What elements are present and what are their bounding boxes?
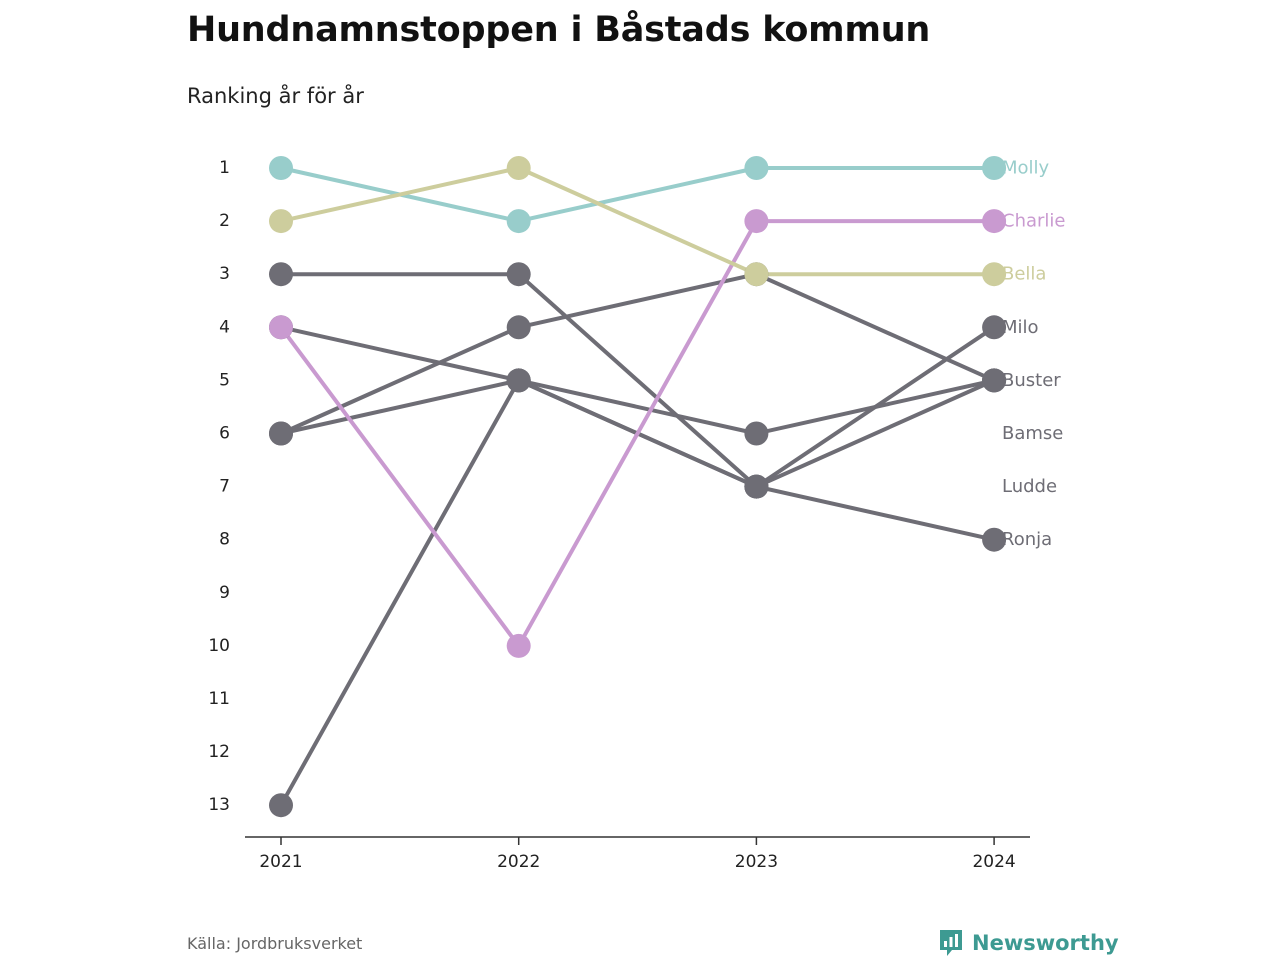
series-lines-highlight	[279, 166, 997, 648]
y-tick-label-9: 9	[219, 583, 230, 603]
point-molly-2023	[744, 156, 769, 180]
brand-name: Newsworthy	[972, 931, 1119, 955]
y-tick-label-1: 1	[219, 158, 230, 178]
point-ronja-2022	[506, 368, 531, 393]
point-bella-2024	[982, 262, 1007, 287]
point-molly-2021	[269, 156, 293, 180]
chart-title: Hundnamnstoppen i Båstads kommun	[187, 10, 931, 50]
series-lines-gray	[279, 272, 997, 808]
y-tick-label-8: 8	[219, 530, 230, 550]
y-tick-label-12: 12	[208, 742, 230, 762]
point-molly-2022	[506, 209, 531, 234]
y-tick-label-5: 5	[219, 370, 230, 390]
x-axis-ticks: 2021 2022 2023 2024	[259, 837, 1016, 872]
end-label-buster: Buster	[1002, 370, 1061, 391]
y-tick-label-13: 13	[208, 795, 230, 815]
series-line-molly	[279, 166, 997, 224]
end-label-ludde: Ludde	[1002, 476, 1057, 497]
x-tick-label-2023: 2023	[735, 852, 778, 872]
point-milo-2024	[982, 315, 1007, 340]
point-charlie-2021	[269, 315, 293, 340]
newsworthy-logo-icon	[940, 930, 962, 956]
point-ludde-2023	[744, 421, 769, 446]
end-label-charlie: Charlie	[1002, 211, 1065, 232]
point-bamse-2021	[269, 262, 293, 287]
y-tick-label-11: 11	[208, 689, 230, 709]
end-label-milo: Milo	[1002, 317, 1039, 338]
y-tick-label-10: 10	[208, 636, 230, 656]
point-ronja-2023	[744, 474, 769, 499]
point-milo-2021	[269, 793, 293, 818]
x-tick-label-2021: 2021	[259, 852, 302, 872]
series-line-bamse	[279, 272, 997, 489]
end-labels: Molly Charlie Bella Milo Buster Bamse Ludde Ron…	[1002, 158, 1065, 551]
point-bella-2023	[744, 262, 769, 287]
point-ronja-2024	[982, 527, 1007, 552]
end-label-molly: Molly	[1002, 158, 1050, 179]
point-charlie-2024	[982, 209, 1007, 234]
point-ludde-2021	[269, 421, 293, 446]
y-tick-label-3: 3	[219, 264, 230, 284]
point-bamse-2022	[506, 262, 531, 287]
end-label-bamse: Bamse	[1002, 423, 1063, 444]
y-tick-label-2: 2	[219, 211, 230, 231]
point-charlie-2023	[744, 209, 769, 234]
end-label-bella: Bella	[1002, 264, 1046, 285]
brand-logo[interactable]: Newsworthy	[938, 928, 1119, 958]
series-line-ludde	[279, 378, 997, 436]
series-line-charlie	[279, 219, 997, 648]
end-label-ronja: Ronja	[1002, 529, 1052, 550]
y-tick-label-6: 6	[219, 424, 230, 444]
point-bella-2022	[506, 156, 531, 180]
series-line-bella	[279, 166, 997, 277]
point-molly-2024	[982, 156, 1007, 180]
x-tick-label-2022: 2022	[497, 852, 540, 872]
source-note: Källa: Jordbruksverket	[187, 934, 363, 953]
point-bella-2021	[269, 209, 293, 234]
chart-subtitle: Ranking år för år	[187, 84, 364, 108]
series-line-buster	[279, 272, 997, 436]
y-tick-label-4: 4	[219, 317, 230, 337]
x-tick-label-2024: 2024	[972, 852, 1015, 872]
point-charlie-2022	[506, 633, 531, 658]
point-buster-2022	[506, 315, 531, 340]
series-points	[269, 156, 1007, 818]
y-tick-label-7: 7	[219, 477, 230, 497]
series-line-milo	[279, 325, 997, 808]
point-ludde-2024	[982, 368, 1007, 393]
